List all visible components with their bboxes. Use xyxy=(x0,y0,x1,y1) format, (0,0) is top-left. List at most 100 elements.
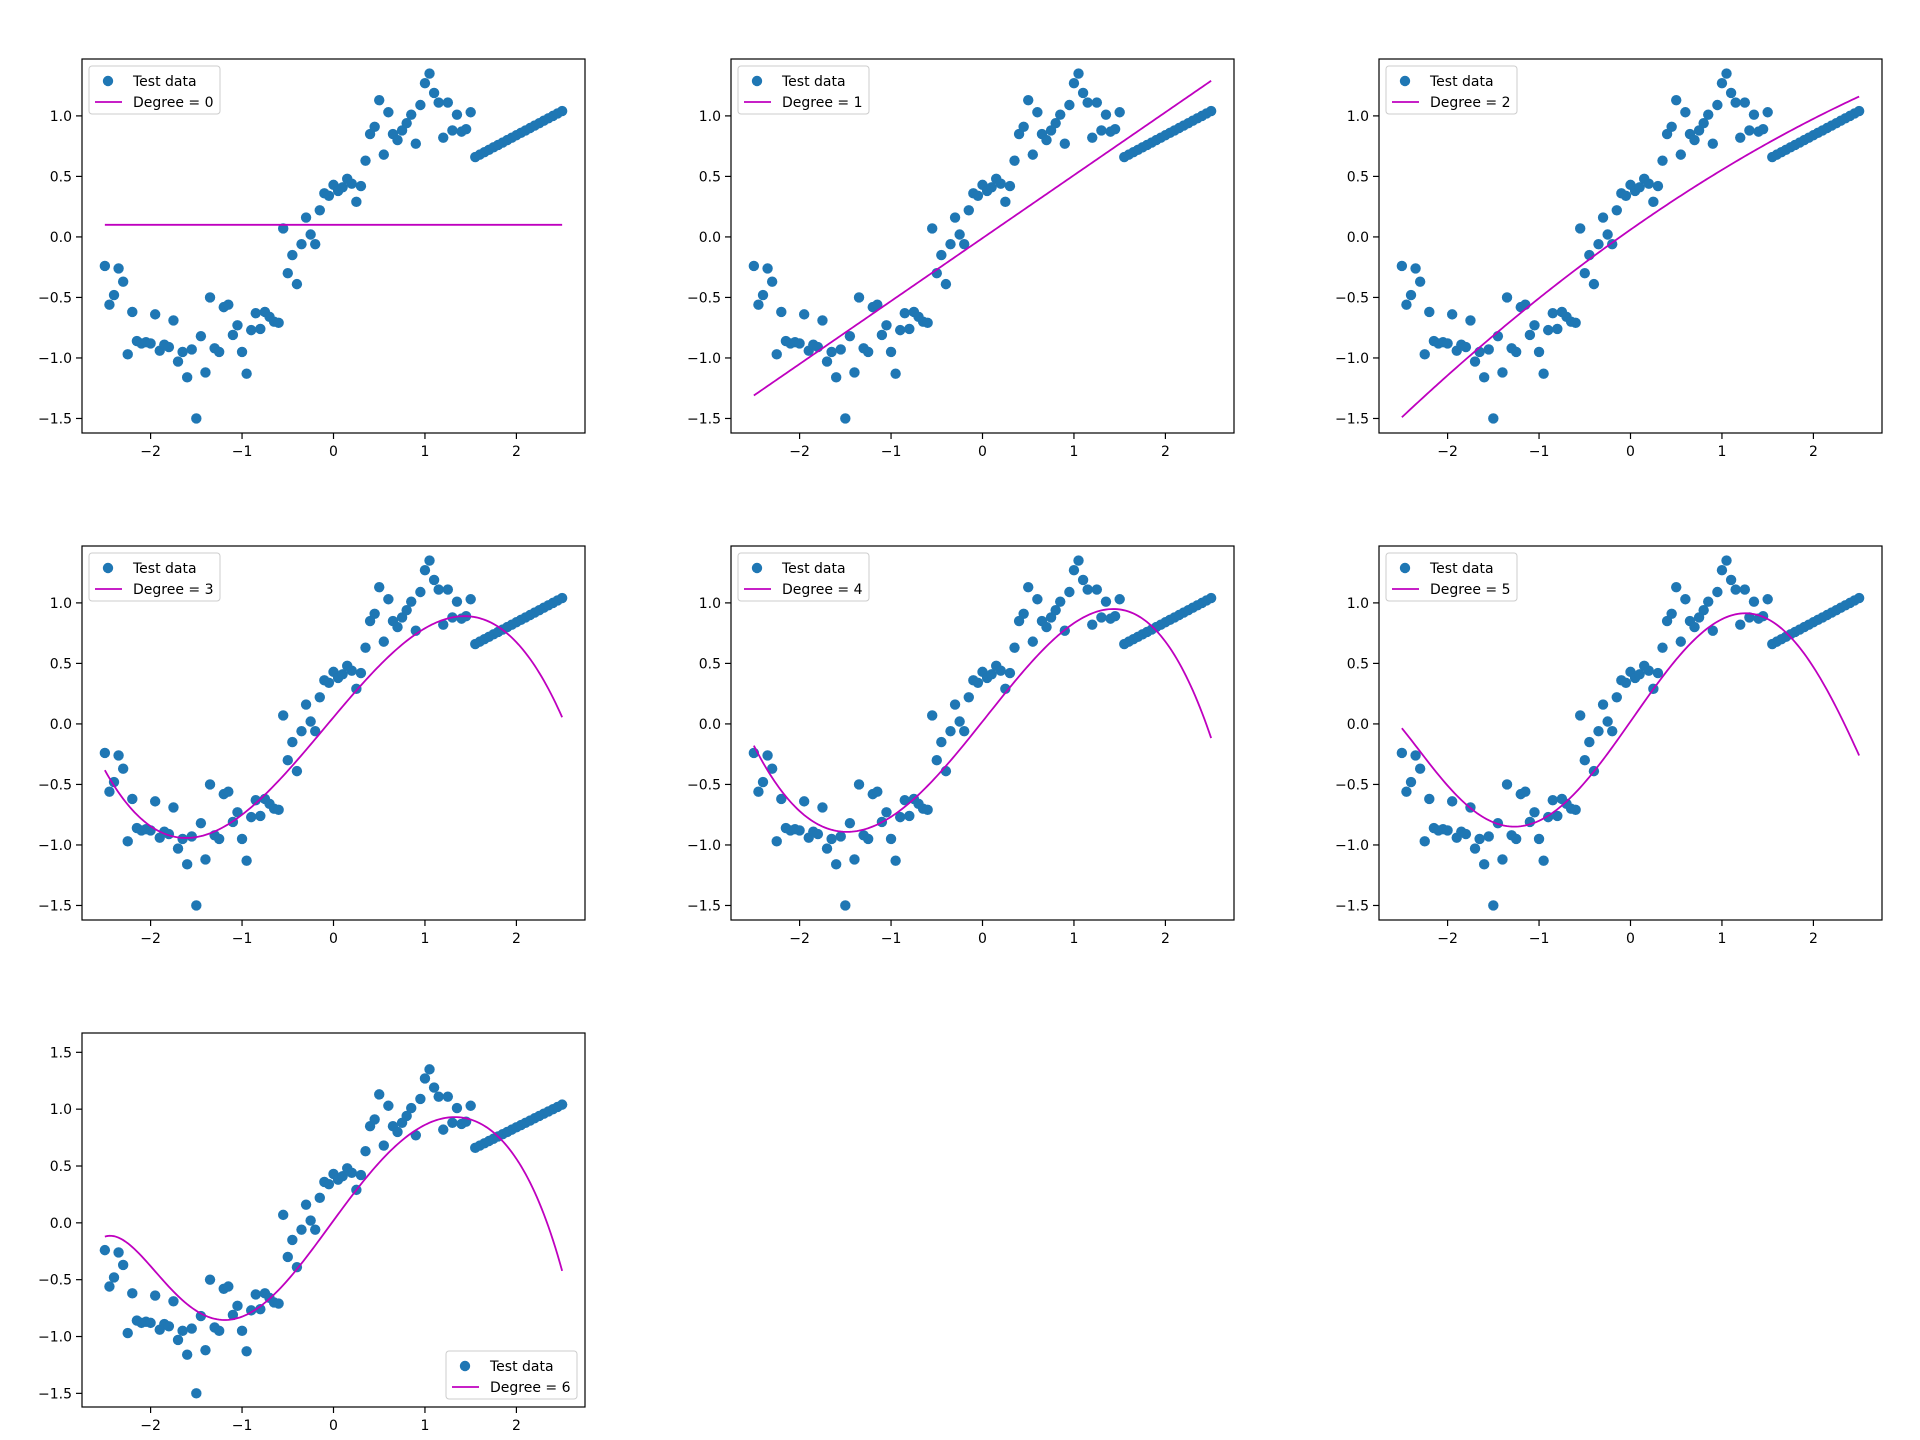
data-point xyxy=(830,372,842,383)
data-point xyxy=(556,105,568,117)
y-tick-label: −1.5 xyxy=(38,1386,72,1402)
data-point xyxy=(1424,306,1435,318)
subplot-1: −2 −1 0 1 2 −1.5 −1.0 −0.5 0.0 0.5 1.0 Test data Deg… xyxy=(687,58,1235,460)
data-point xyxy=(255,810,266,822)
data-point xyxy=(1004,180,1016,192)
data-point xyxy=(149,796,161,807)
x-tick-label: 1 xyxy=(1069,931,1078,947)
data-point xyxy=(163,341,175,353)
data-point xyxy=(1707,138,1719,149)
data-point xyxy=(1730,584,1741,595)
x-tick-label: 0 xyxy=(978,931,987,947)
data-point xyxy=(378,636,389,647)
data-point xyxy=(127,306,138,318)
data-point xyxy=(1460,341,1472,353)
data-point xyxy=(1712,586,1723,598)
data-point xyxy=(1114,107,1125,118)
legend-label: Degree = 0 xyxy=(133,95,214,111)
data-point xyxy=(1529,320,1540,331)
data-point xyxy=(127,1288,138,1299)
data-point xyxy=(232,807,243,818)
data-point xyxy=(241,1346,252,1357)
data-point xyxy=(1041,621,1052,633)
data-point xyxy=(972,190,984,201)
data-point xyxy=(255,1304,266,1315)
y-tick-label: −1.5 xyxy=(1335,411,1369,427)
data-point xyxy=(296,725,307,737)
data-point xyxy=(323,677,335,688)
data-point xyxy=(1077,574,1089,586)
x-tick-label: −2 xyxy=(789,931,810,947)
x-tick-label: 1 xyxy=(420,931,429,947)
data-point xyxy=(447,1117,458,1129)
data-point xyxy=(1414,276,1426,287)
data-point xyxy=(1401,299,1412,310)
y-tick-label: 0.5 xyxy=(50,656,72,672)
data-point xyxy=(186,344,197,355)
data-point xyxy=(840,413,851,424)
y-tick-label: −0.5 xyxy=(38,777,72,793)
x-tick-label: 0 xyxy=(1626,444,1635,460)
data-point xyxy=(300,699,312,710)
data-point xyxy=(1657,642,1668,653)
y-tick-label: 0.5 xyxy=(50,1159,72,1175)
data-point xyxy=(1396,260,1408,272)
data-point xyxy=(835,831,846,842)
data-point xyxy=(1725,87,1737,99)
data-point xyxy=(323,190,335,201)
data-point xyxy=(451,109,463,120)
y-tick-label: −0.5 xyxy=(38,290,72,306)
data-point xyxy=(117,763,129,774)
data-point xyxy=(438,619,449,630)
data-point xyxy=(826,833,837,845)
data-point xyxy=(1424,793,1435,805)
data-point xyxy=(113,750,124,761)
x-tick-label: −1 xyxy=(881,931,902,947)
data-point xyxy=(1707,625,1719,636)
data-point xyxy=(812,828,824,840)
data-point xyxy=(1109,611,1121,622)
y-tick-label: −0.5 xyxy=(687,290,721,306)
x-tick-label: −1 xyxy=(232,1418,253,1434)
data-point xyxy=(826,346,837,358)
data-point xyxy=(1009,642,1020,653)
data-point xyxy=(282,1251,293,1263)
fit-curve xyxy=(104,615,563,839)
y-tick-label: 0.0 xyxy=(50,1216,72,1232)
data-point xyxy=(904,810,915,822)
data-point xyxy=(1510,833,1522,845)
data-point xyxy=(1410,263,1421,274)
x-tick-label: −1 xyxy=(881,444,902,460)
data-point xyxy=(753,786,764,797)
data-point xyxy=(310,238,321,250)
data-point xyxy=(771,836,782,847)
data-point xyxy=(1593,238,1604,250)
axes-frame xyxy=(730,545,1235,921)
data-point xyxy=(885,346,897,358)
data-point xyxy=(1050,117,1061,129)
data-point xyxy=(849,854,860,865)
legend-label: Test data xyxy=(132,561,197,577)
data-point xyxy=(1671,581,1682,593)
data-point xyxy=(273,317,284,329)
data-point xyxy=(1114,594,1125,605)
data-point xyxy=(1073,555,1084,566)
data-point xyxy=(213,1325,225,1337)
data-point xyxy=(415,1093,426,1105)
data-point xyxy=(1757,124,1769,135)
data-point xyxy=(451,1102,463,1114)
data-point xyxy=(949,212,961,223)
test-data-points xyxy=(748,68,1217,424)
data-point xyxy=(1087,132,1098,143)
data-point xyxy=(1004,667,1016,679)
data-point xyxy=(291,278,303,290)
data-point xyxy=(200,367,211,378)
data-point xyxy=(1446,309,1458,320)
data-point xyxy=(853,292,865,303)
data-point xyxy=(168,802,179,813)
y-tick-label: 0.0 xyxy=(1347,230,1369,246)
data-point xyxy=(1027,149,1039,160)
data-point xyxy=(922,804,933,816)
data-point xyxy=(149,1290,161,1301)
data-point xyxy=(1478,372,1490,383)
